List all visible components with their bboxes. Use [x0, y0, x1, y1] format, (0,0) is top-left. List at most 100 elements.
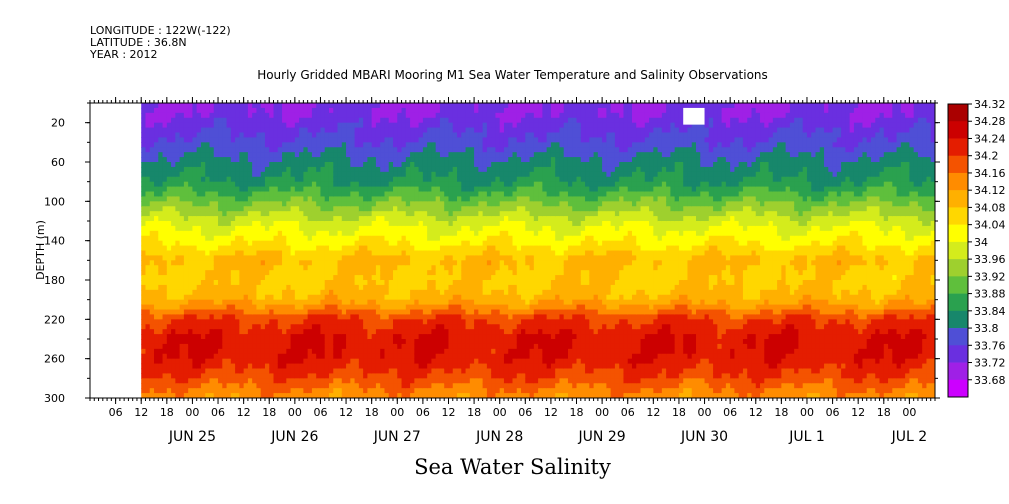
heatmap-cell [230, 373, 236, 379]
heatmap-cell [384, 383, 390, 389]
heatmap-cell [188, 280, 194, 286]
heatmap-cell [435, 117, 441, 124]
heatmap-cell [486, 275, 492, 281]
heatmap-cell [286, 103, 292, 109]
heatmap-cell [149, 275, 155, 281]
heatmap-cell [235, 378, 240, 384]
heatmap-cell [324, 211, 330, 217]
heatmap-cell [235, 284, 240, 291]
heatmap-cell [154, 275, 159, 281]
heatmap-cell [149, 127, 155, 134]
heatmap-cell [294, 132, 300, 139]
heatmap-cell [341, 314, 347, 320]
heatmap-cell [324, 343, 330, 350]
heatmap-cell [154, 260, 159, 266]
heatmap-cell [474, 324, 479, 330]
heatmap-cell [294, 240, 300, 247]
heatmap-cell [230, 309, 236, 316]
heatmap-cell [320, 348, 326, 355]
heatmap-cell [337, 304, 343, 311]
heatmap-cell [222, 181, 228, 188]
heatmap-cell [294, 221, 300, 227]
heatmap-cell [290, 152, 296, 158]
heatmap-cell [474, 294, 479, 301]
heatmap-cell [328, 309, 334, 316]
heatmap-cell [226, 378, 232, 384]
heatmap-cell [431, 117, 437, 124]
heatmap-cell [337, 221, 343, 227]
heatmap-cell [282, 221, 287, 227]
heatmap-cell [388, 270, 394, 276]
heatmap-cell [469, 186, 475, 193]
heatmap-cell [290, 299, 296, 306]
heatmap-cell [469, 294, 475, 301]
heatmap-cell [235, 334, 240, 340]
heatmap-cell [162, 309, 168, 316]
heatmap-cell [324, 275, 330, 281]
heatmap-cell [405, 334, 411, 340]
heatmap-cell [282, 275, 287, 281]
heatmap-cell [260, 324, 266, 330]
heatmap-cell [226, 132, 232, 139]
heatmap-cell [427, 275, 433, 281]
heatmap-cell [162, 157, 168, 163]
heatmap-cell [337, 122, 343, 129]
heatmap-cell [452, 324, 458, 330]
heatmap-cell [226, 270, 232, 276]
heatmap-cell [452, 275, 458, 281]
heatmap-cell [358, 353, 364, 360]
heatmap-cell [183, 383, 189, 389]
heatmap-cell [461, 221, 467, 227]
heatmap-cell [230, 235, 236, 242]
heatmap-cell [346, 240, 351, 247]
heatmap-cell [235, 245, 240, 252]
heatmap-cell [384, 127, 390, 134]
heatmap-cell [337, 393, 343, 398]
heatmap-cell [290, 343, 296, 350]
heatmap-cell [200, 353, 206, 360]
heatmap-cell [384, 348, 390, 355]
heatmap-cell [286, 294, 292, 301]
heatmap-cell [384, 393, 390, 398]
heatmap-cell [444, 206, 450, 212]
heatmap-cell [166, 299, 172, 306]
heatmap-cell [393, 289, 398, 296]
heatmap-cell [209, 368, 215, 375]
heatmap-cell [448, 230, 454, 237]
heatmap-cell [435, 304, 441, 311]
heatmap-cell [410, 225, 415, 232]
heatmap-cell [230, 378, 236, 384]
heatmap-cell [209, 201, 215, 207]
heatmap-cell [367, 378, 373, 384]
heatmap-cell [461, 363, 467, 370]
heatmap-cell [422, 142, 428, 148]
heatmap-cell [286, 260, 292, 266]
heatmap-cell [154, 132, 159, 139]
heatmap-cell [264, 142, 270, 148]
heatmap-cell [431, 191, 437, 198]
heatmap-cell [149, 388, 155, 394]
heatmap-cell [273, 142, 279, 148]
heatmap-cell [209, 270, 215, 276]
heatmap-cell [192, 162, 198, 168]
heatmap-cell [371, 260, 377, 266]
heatmap-cell [222, 152, 228, 158]
heatmap-cell [226, 171, 232, 178]
heatmap-cell [341, 206, 347, 212]
heatmap-cell [188, 388, 194, 394]
heatmap-cell [243, 211, 249, 217]
heatmap-cell [388, 221, 394, 227]
heatmap-cell [243, 393, 249, 398]
heatmap-cell [264, 166, 270, 173]
heatmap-cell [354, 294, 360, 301]
heatmap-cell [405, 363, 411, 370]
heatmap-cell [333, 196, 339, 202]
heatmap-cell [188, 314, 194, 320]
heatmap-cell [188, 230, 194, 237]
heatmap-cell [346, 147, 351, 153]
heatmap-cell [158, 157, 164, 163]
heatmap-cell [256, 216, 262, 222]
heatmap-cell [452, 206, 458, 212]
heatmap-cell [179, 216, 185, 222]
heatmap-cell [239, 324, 245, 330]
